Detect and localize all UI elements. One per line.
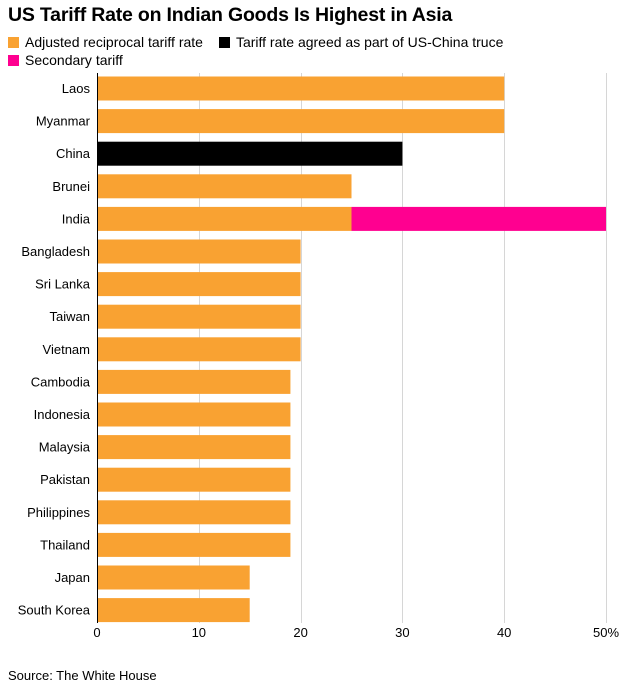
x-tick-label: 50% [593, 625, 619, 640]
legend-item-secondary: Secondary tariff [8, 51, 123, 69]
category-label: Thailand [40, 537, 90, 552]
category-label: Bangladesh [21, 244, 90, 259]
legend-label-secondary: Secondary tariff [25, 52, 123, 68]
category-label: Pakistan [40, 472, 90, 487]
bar-segment [97, 402, 291, 427]
bar-segment [97, 500, 291, 525]
x-tick-label: 20 [293, 625, 307, 640]
category-label: South Korea [18, 603, 91, 618]
bar-segment [97, 141, 403, 166]
category-label: Laos [62, 81, 91, 96]
category-label: Vietnam [43, 342, 90, 357]
bar-segment [351, 206, 606, 231]
legend-label-reciprocal: Adjusted reciprocal tariff rate [25, 34, 203, 50]
bar-segment [97, 598, 250, 623]
x-tick-label: 0 [93, 625, 100, 640]
bar-segment [97, 369, 291, 394]
category-label: Indonesia [34, 407, 91, 422]
legend-label-china-truce: Tariff rate agreed as part of US-China t… [235, 34, 504, 50]
category-label: India [62, 211, 91, 226]
x-tick-label: 40 [497, 625, 511, 640]
bar-segment [97, 304, 301, 329]
bar-segment [97, 109, 505, 134]
legend-swatch-china-truce [218, 36, 230, 48]
bar-segment [97, 174, 352, 199]
category-label: China [56, 146, 91, 161]
bar-segment [97, 206, 352, 231]
category-label: Cambodia [31, 374, 91, 389]
bar-segment [97, 76, 505, 101]
bar-segment [97, 239, 301, 264]
category-label: Malaysia [39, 440, 91, 455]
x-tick-label: 10 [192, 625, 206, 640]
x-tick-label: 30 [395, 625, 409, 640]
legend-item-china-truce: Tariff rate agreed as part of US-China t… [218, 33, 504, 51]
legend-item-reciprocal: Adjusted reciprocal tariff rate [8, 33, 203, 51]
legend-swatch-reciprocal [8, 36, 19, 48]
chart-title: US Tariff Rate on Indian Goods Is Highes… [8, 4, 453, 26]
source-note: Source: The White House [8, 668, 157, 683]
bar-segment [97, 337, 301, 362]
category-label: Taiwan [50, 309, 90, 324]
category-label: Sri Lanka [35, 277, 91, 292]
chart-legend: Adjusted reciprocal tariff rate Tariff r… [8, 33, 628, 69]
category-label: Japan [55, 570, 90, 585]
category-label: Philippines [27, 505, 90, 520]
bar-segment [97, 435, 291, 460]
bar-segment [97, 467, 291, 492]
bar-segment [97, 532, 291, 557]
category-label: Brunei [52, 179, 90, 194]
bar-segment [97, 565, 250, 590]
legend-swatch-secondary [8, 54, 19, 66]
bar-segment [97, 272, 301, 297]
category-label: Myanmar [36, 114, 91, 129]
